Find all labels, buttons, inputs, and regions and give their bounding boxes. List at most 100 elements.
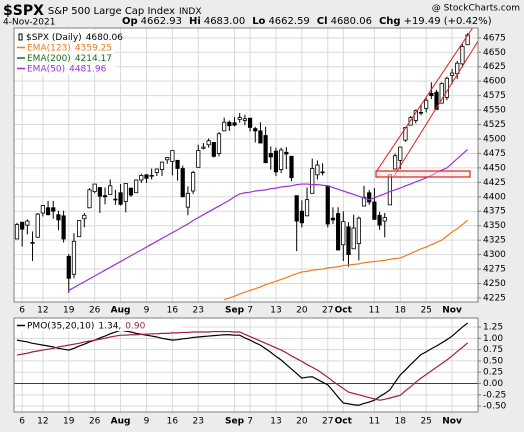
candle-body xyxy=(325,185,330,225)
y-tick-label: 1.00 xyxy=(483,334,503,344)
candle-body xyxy=(439,83,444,104)
y-tick-label: 0.50 xyxy=(483,356,503,366)
x-tick-label: 9 xyxy=(144,417,150,427)
legend-entry: EMA(200) 4214.17 xyxy=(27,54,112,64)
y-tick-label: 4525 xyxy=(483,120,506,130)
quote-label: Chg xyxy=(379,16,401,27)
candle-body xyxy=(273,150,279,173)
candle-body xyxy=(175,159,180,169)
candle-body xyxy=(139,175,144,181)
legend-entry: $SPX (Daily) 4680.06 xyxy=(26,33,123,43)
x-tick-label: 7 xyxy=(247,306,253,316)
candle-body xyxy=(242,118,247,121)
y-tick-label: 4375 xyxy=(483,207,506,217)
candle-body xyxy=(227,121,232,127)
y-tick-label: 0.00 xyxy=(483,379,503,389)
source: @ StockCharts.com xyxy=(432,4,520,14)
candle-body xyxy=(20,221,25,230)
trend-line xyxy=(375,28,474,173)
x-tick-label: 13 xyxy=(270,306,281,316)
quote-value: 4662.59 xyxy=(268,16,309,27)
y-tick-label: 4350 xyxy=(483,221,506,231)
y-tick-label: 4400 xyxy=(483,192,506,202)
candle-body xyxy=(154,168,159,173)
x-tick-label: 25 xyxy=(420,417,431,427)
candle-body xyxy=(377,214,382,226)
x-tick-label: 23 xyxy=(193,306,204,316)
x-tick-label: 12 xyxy=(37,417,48,427)
trend-line xyxy=(393,40,478,177)
legend-label: EMA(50) xyxy=(27,64,65,74)
candle-body xyxy=(258,130,263,144)
candle-body xyxy=(310,168,315,194)
candle-body xyxy=(372,201,377,220)
candle-body xyxy=(201,146,206,149)
index-name: S&P 500 Large Cap Index xyxy=(48,6,175,17)
candle-body xyxy=(123,183,128,202)
legend-value: 4214.17 xyxy=(75,54,112,64)
x-tick-label: Aug xyxy=(111,306,131,316)
candle-body xyxy=(102,195,108,198)
candle-body xyxy=(320,171,325,174)
candle-body xyxy=(149,175,154,177)
y-tick-label: 0.75 xyxy=(483,345,503,355)
candle-body xyxy=(92,183,97,192)
candle-body xyxy=(408,117,413,126)
legend-swatch xyxy=(18,33,23,41)
quote-label: Op xyxy=(122,16,138,27)
candle-body xyxy=(424,99,429,109)
x-tick-label: 20 xyxy=(296,306,308,316)
series-line xyxy=(68,148,469,291)
candle-body xyxy=(315,164,320,176)
candle-body xyxy=(304,199,310,217)
candle-body xyxy=(289,155,294,179)
x-tick-label: 19 xyxy=(63,306,75,316)
candle-body xyxy=(247,117,253,128)
candle-body xyxy=(87,189,92,209)
candle-body xyxy=(211,142,216,157)
candle-body xyxy=(25,220,30,226)
quote-value: 4683.00 xyxy=(204,16,245,27)
candle-body xyxy=(71,240,77,275)
price-frame xyxy=(13,27,479,303)
candle-body xyxy=(253,128,258,132)
legend-box xyxy=(15,320,183,331)
y-tick-label: 4325 xyxy=(483,236,506,246)
y-tick-label: 4250 xyxy=(483,279,506,289)
y-tick-label: 1.25 xyxy=(483,323,503,333)
candle-body xyxy=(418,111,424,114)
candle-body xyxy=(263,135,268,164)
legend-value: 4481.96 xyxy=(69,64,106,74)
candle-body xyxy=(196,150,201,168)
y-tick-label: -0.25 xyxy=(483,390,506,400)
candle-body xyxy=(351,227,356,250)
candle-body xyxy=(40,205,45,214)
x-tick-label: 27 xyxy=(322,306,333,316)
legend-label: $SPX (Daily) xyxy=(26,33,82,43)
legend-value: 1.34, xyxy=(98,321,121,331)
x-tick-label: Sep xyxy=(225,417,245,427)
y-tick-label: 4475 xyxy=(483,149,506,159)
x-tick-label: 11 xyxy=(369,417,380,427)
y-tick-label: 4600 xyxy=(483,77,506,87)
legend-label: EMA(200) xyxy=(27,54,71,64)
x-tick-label: Nov xyxy=(442,417,462,427)
x-tick-label: Oct xyxy=(335,417,353,427)
candle-body xyxy=(165,157,170,161)
candle-body xyxy=(387,174,393,206)
pmo-chart: 6 12 19 26 Aug 9 16 23 Sep 7 13 20 27 Oct 11 18 25 Nov -0.… xyxy=(14,318,507,427)
legend-label: PMO(35,20,10) xyxy=(27,321,94,331)
candle-body xyxy=(216,133,222,154)
quote-value: 4662.93 xyxy=(141,16,182,27)
pmo-frame xyxy=(13,317,479,413)
y-tick-label: 4225 xyxy=(483,293,506,303)
candle-body xyxy=(180,168,185,198)
candle-body xyxy=(429,92,434,97)
candle-body xyxy=(185,192,191,208)
pmo-panel xyxy=(14,318,478,412)
candle-body xyxy=(56,214,61,221)
candle-body xyxy=(113,198,118,201)
y-tick-label: 4300 xyxy=(483,250,506,260)
